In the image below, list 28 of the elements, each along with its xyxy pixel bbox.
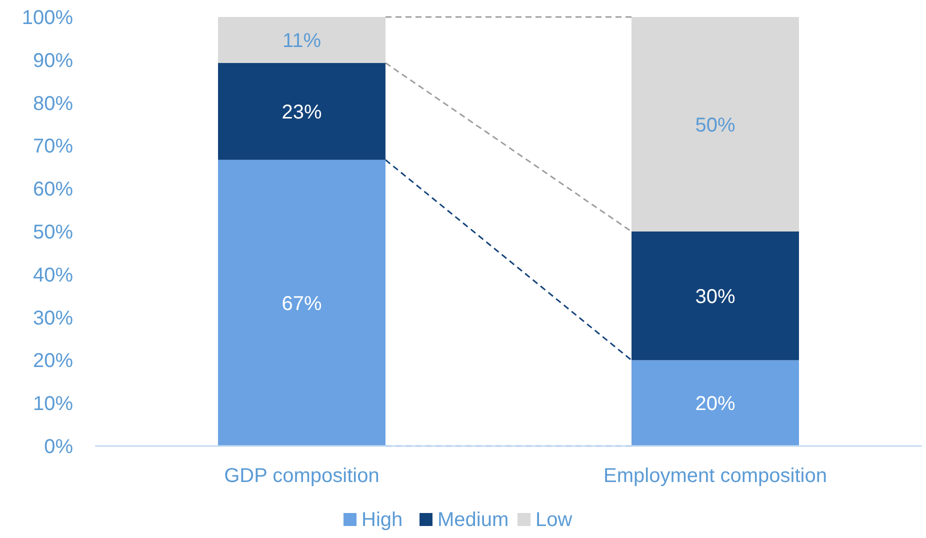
bar xyxy=(632,360,799,446)
bar xyxy=(218,62,386,160)
y-tick-label: 60% xyxy=(32,178,74,201)
bar xyxy=(218,17,386,63)
data-label: 20% xyxy=(695,393,736,416)
bar xyxy=(632,232,799,360)
x-tick-label: GDP composition xyxy=(224,465,380,487)
y-tick-label: 10% xyxy=(32,393,74,416)
data-label: 50% xyxy=(695,114,736,136)
legend-label: Medium xyxy=(438,509,509,531)
bar xyxy=(632,17,799,232)
y-tick-label: 90% xyxy=(32,50,74,72)
data-label: 11% xyxy=(282,30,322,52)
y-tick-label: 100% xyxy=(22,7,74,29)
y-tick-label: 0% xyxy=(44,436,74,458)
y-tick-label: 40% xyxy=(32,264,74,286)
data-label: 30% xyxy=(695,286,736,308)
x-tick-label: Employment composition xyxy=(604,465,827,487)
legend-label: High xyxy=(362,509,403,531)
data-label: 23% xyxy=(282,101,322,124)
y-tick-label: 80% xyxy=(32,92,74,115)
bar xyxy=(218,160,386,446)
data-label: 67% xyxy=(282,292,322,315)
y-tick-label: 20% xyxy=(32,350,74,372)
legend-label: Low xyxy=(536,509,573,531)
y-tick-label: 30% xyxy=(32,307,74,330)
y-tick-label: 50% xyxy=(32,222,74,244)
y-tick-label: 70% xyxy=(32,136,74,158)
